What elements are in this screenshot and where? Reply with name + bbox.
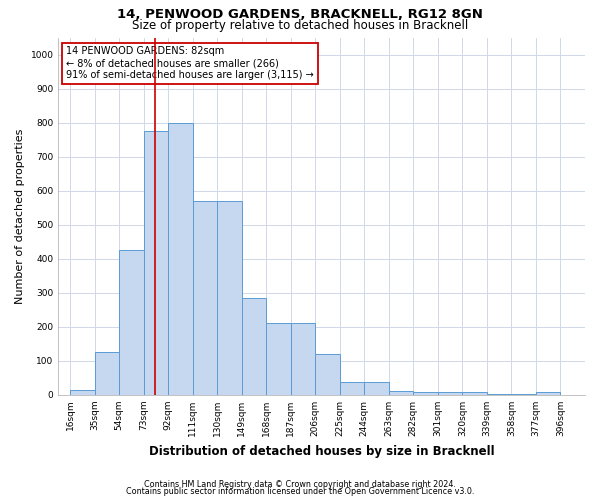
Bar — [95, 352, 119, 395]
Bar — [438, 392, 463, 395]
Text: Contains HM Land Registry data © Crown copyright and database right 2024.: Contains HM Land Registry data © Crown c… — [144, 480, 456, 489]
Y-axis label: Number of detached properties: Number of detached properties — [15, 128, 25, 304]
Bar — [364, 382, 389, 395]
Bar — [193, 201, 217, 395]
Bar — [143, 131, 168, 395]
Bar — [242, 298, 266, 395]
Bar — [217, 201, 242, 395]
Bar — [389, 391, 413, 395]
Text: Contains public sector information licensed under the Open Government Licence v3: Contains public sector information licen… — [126, 487, 474, 496]
X-axis label: Distribution of detached houses by size in Bracknell: Distribution of detached houses by size … — [149, 444, 494, 458]
Bar — [413, 392, 438, 395]
Bar — [511, 394, 536, 395]
Bar — [487, 394, 511, 395]
Bar — [315, 354, 340, 395]
Bar — [340, 382, 364, 395]
Text: 14 PENWOOD GARDENS: 82sqm
← 8% of detached houses are smaller (266)
91% of semi-: 14 PENWOOD GARDENS: 82sqm ← 8% of detach… — [67, 46, 314, 80]
Bar — [463, 392, 487, 395]
Bar — [266, 324, 291, 395]
Bar — [291, 324, 315, 395]
Bar — [119, 250, 143, 395]
Bar — [70, 390, 95, 395]
Bar — [536, 392, 560, 395]
Text: 14, PENWOOD GARDENS, BRACKNELL, RG12 8GN: 14, PENWOOD GARDENS, BRACKNELL, RG12 8GN — [117, 8, 483, 20]
Text: Size of property relative to detached houses in Bracknell: Size of property relative to detached ho… — [132, 19, 468, 32]
Bar — [168, 122, 193, 395]
